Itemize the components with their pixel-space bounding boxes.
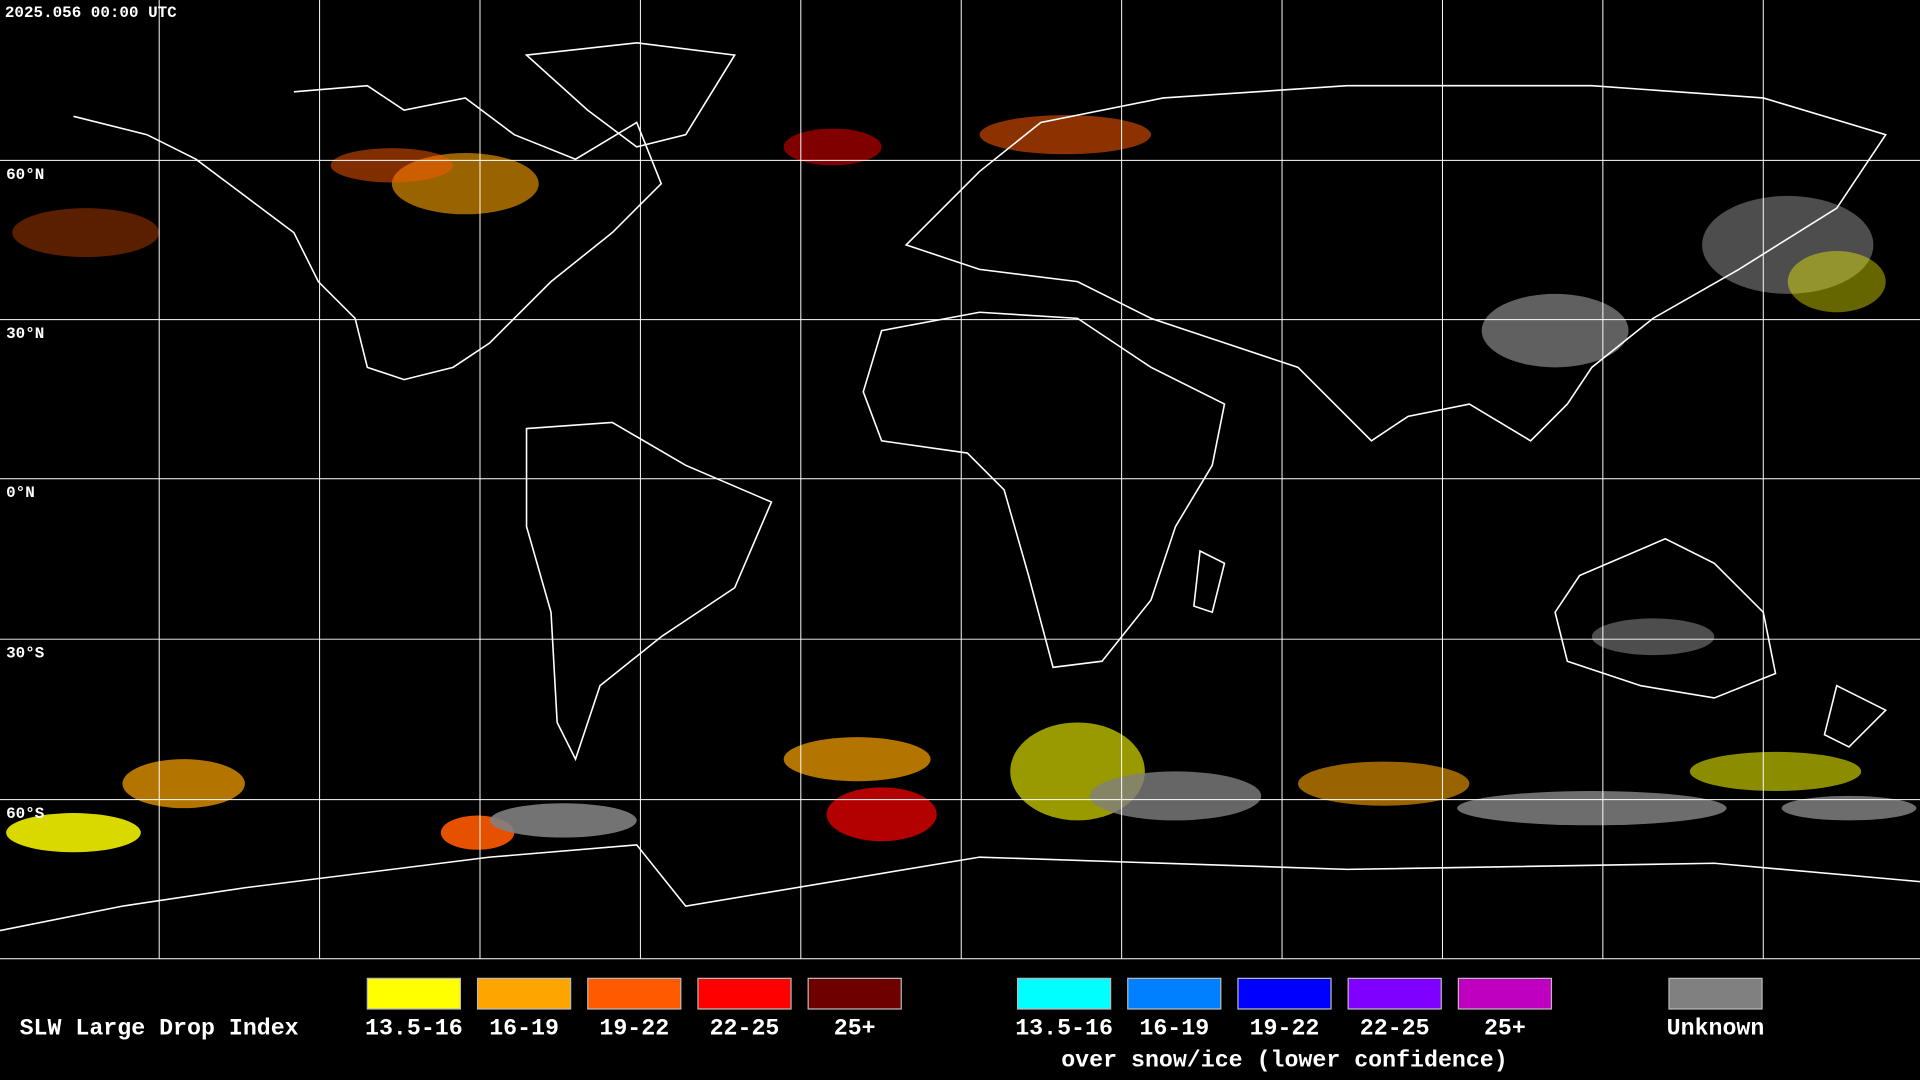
- legend-swatch: [697, 977, 792, 1010]
- legend-title: SLW Large Drop Index: [20, 1016, 299, 1042]
- coastlines: [0, 42, 1920, 932]
- legend-caption: over snow/ice (lower confidence): [1061, 1048, 1507, 1074]
- timestamp: 2025.056 00:00 UTC: [5, 4, 177, 22]
- legend-label: 16-19: [489, 1016, 559, 1042]
- legend-label: 16-19: [1139, 1016, 1209, 1042]
- legend-label: 22-25: [1360, 1016, 1430, 1042]
- legend-swatch: [366, 977, 462, 1010]
- cloud-field: [6, 115, 1917, 853]
- legend-label: 19-22: [1250, 1016, 1320, 1042]
- latitude-label: 60°N: [6, 166, 44, 184]
- legend-label: 13.5-16: [1015, 1016, 1113, 1042]
- legend-swatch: [1668, 977, 1763, 1010]
- legend-swatch: [1347, 977, 1442, 1010]
- legend-label: 19-22: [599, 1016, 669, 1042]
- latitude-label: 30°S: [6, 645, 45, 663]
- legend-swatch: [1016, 977, 1112, 1010]
- legend-label: 25+: [834, 1016, 876, 1042]
- legend-swatch: [476, 977, 572, 1010]
- latitude-label: 30°N: [6, 325, 44, 343]
- legend-swatch: [1457, 977, 1553, 1010]
- legend-swatch: [1237, 977, 1332, 1010]
- legend-label: Unknown: [1667, 1016, 1765, 1042]
- legend-label: 25+: [1484, 1016, 1526, 1042]
- latitude-label: 0°N: [6, 484, 35, 502]
- legend-label: 22-25: [710, 1016, 780, 1042]
- latitude-label: 60°S: [6, 805, 45, 823]
- legend-label: 13.5-16: [365, 1016, 463, 1042]
- legend-swatch: [1127, 977, 1222, 1010]
- legend-panel: [0, 958, 1920, 1080]
- graticule: [0, 0, 1920, 959]
- legend-swatch: [807, 977, 902, 1010]
- legend-swatch: [587, 977, 682, 1010]
